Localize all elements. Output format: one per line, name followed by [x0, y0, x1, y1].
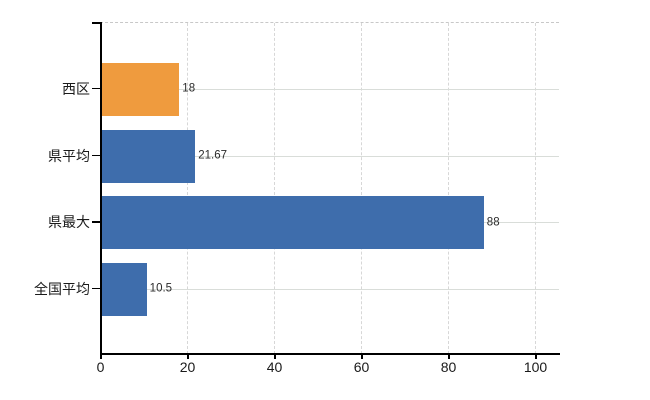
x-tick-label: 0 [96, 359, 105, 375]
category-tick [92, 287, 100, 289]
plot-area: 18 21.67 88 10.5 [100, 22, 559, 354]
x-tick-label: 40 [266, 359, 283, 375]
x-tick-label: 80 [440, 359, 457, 375]
bar-value-label: 88 [486, 215, 500, 228]
bar-4 [101, 262, 147, 316]
x-tick-label: 100 [523, 359, 548, 375]
v-gridline [534, 23, 536, 354]
x-axis-tick [361, 354, 363, 359]
bar-2 [101, 129, 196, 183]
category-tick [92, 154, 100, 156]
v-gridline [273, 23, 275, 354]
bar-value-label: 18 [182, 82, 196, 95]
bar-value-label: 21.67 [198, 149, 228, 162]
x-axis-tick [274, 354, 276, 359]
y-axis-top-tick [92, 22, 100, 24]
bar-1 [101, 62, 180, 116]
x-axis-line [100, 353, 560, 355]
x-axis-tick [448, 354, 450, 359]
v-gridline [186, 23, 188, 354]
category-label: 西区 [62, 80, 90, 97]
x-axis-tick [100, 354, 102, 359]
x-tick-label: 60 [353, 359, 370, 375]
x-axis-tick [187, 354, 189, 359]
h-gridline [100, 88, 559, 90]
category-tick [92, 87, 100, 89]
bar-3 [101, 196, 484, 249]
category-label: 全国平均 [34, 280, 90, 297]
x-axis-tick [535, 354, 537, 359]
x-tick-label: 20 [179, 359, 196, 375]
category-tick [92, 221, 100, 223]
category-label: 県最大 [48, 214, 90, 230]
h-gridline [100, 288, 559, 290]
bar-value-label: 10.5 [149, 282, 173, 295]
h-gridline [100, 155, 559, 157]
v-gridline [360, 23, 362, 354]
y-axis-line [100, 22, 102, 358]
v-gridline [447, 23, 449, 354]
category-label: 県平均 [48, 147, 90, 164]
